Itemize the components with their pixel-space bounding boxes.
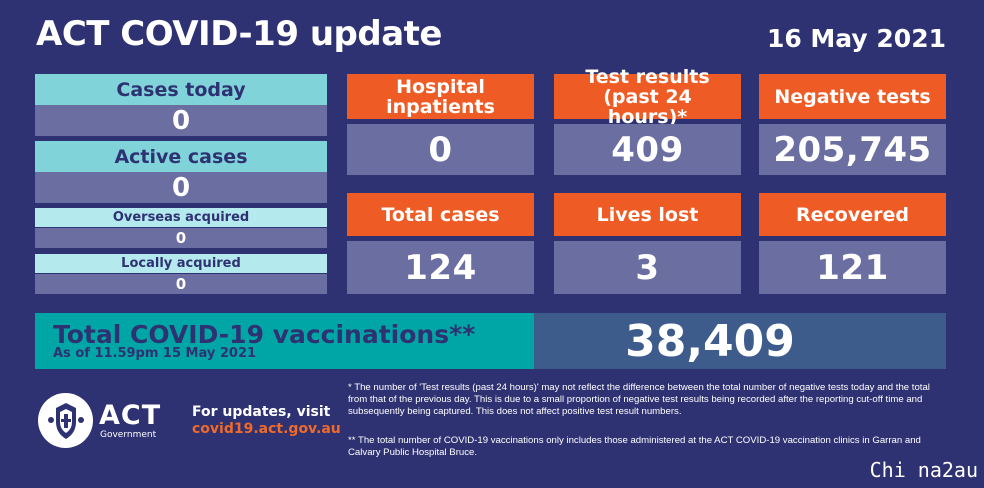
test-results-footnote: * The number of 'Test results (past 24 h…	[348, 382, 930, 417]
lives-lost-label: Lives lost	[554, 193, 741, 236]
overseas-acquired-value: 0	[35, 228, 327, 248]
recovered-value: 121	[759, 241, 946, 294]
vaccinations-footnote: ** The total number of COVID-19 vaccinat…	[348, 435, 921, 458]
vaccinations-title: Total COVID-19 vaccinations**	[53, 320, 476, 349]
overseas-acquired-label: Overseas acquired	[35, 208, 327, 227]
page-title: ACT COVID-19 update	[36, 14, 442, 54]
active-cases-label: Active cases	[35, 141, 327, 172]
report-date: 16 May 2021	[766, 24, 946, 53]
total-cases-value: 124	[347, 241, 534, 294]
lives-lost-value: 3	[554, 241, 741, 294]
cases-today-value: 0	[35, 105, 327, 136]
updates-label: For updates, visit	[192, 404, 331, 420]
watermark: Chi na2au	[869, 458, 978, 482]
active-cases-value: 0	[35, 172, 327, 203]
locally-acquired-label: Locally acquired	[35, 254, 327, 273]
cases-today-label: Cases today	[35, 74, 327, 105]
hospital-inpatients-label: Hospital inpatients	[347, 74, 534, 119]
total-cases-label: Total cases	[347, 193, 534, 236]
locally-acquired-value: 0	[35, 274, 327, 294]
test-results-value: 409	[554, 124, 741, 175]
hospital-inpatients-value: 0	[347, 124, 534, 175]
vaccinations-subtitle: As of 11.59pm 15 May 2021	[53, 346, 257, 361]
test-results-label: Test results (past 24 hours)*	[554, 67, 741, 127]
act-logo-text: ACT	[99, 400, 162, 431]
vaccinations-value: 38,409	[534, 313, 946, 369]
vaccinations-panel: Total COVID-19 vaccinations** As of 11.5…	[35, 313, 534, 369]
negative-tests-label: Negative tests	[759, 74, 946, 119]
negative-tests-value: 205,745	[759, 124, 946, 175]
act-crest-icon	[38, 393, 93, 448]
updates-link[interactable]: covid19.act.gov.au	[192, 421, 341, 437]
government-logo-text: Government	[100, 430, 157, 440]
recovered-label: Recovered	[759, 193, 946, 236]
